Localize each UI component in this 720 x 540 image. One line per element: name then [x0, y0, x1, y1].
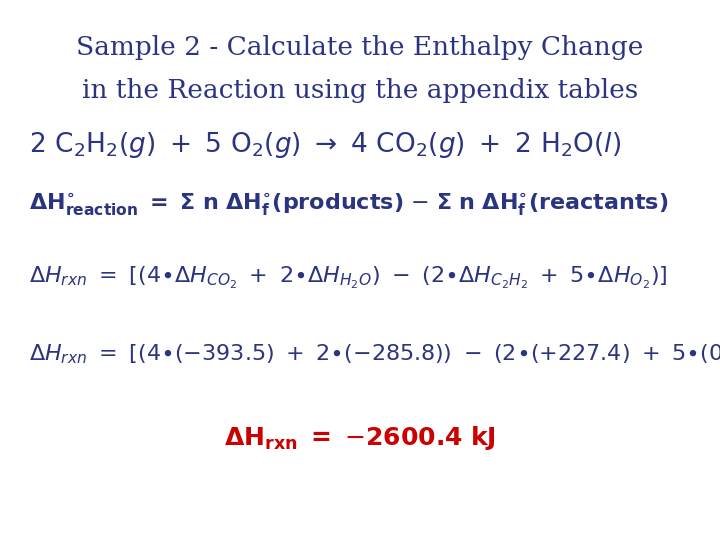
Text: $\Delta H_{rxn}\ =\ [(4{\bullet}\Delta H_{CO_2}\ +\ 2{\bullet}\Delta H_{H_2O})\ : $\Delta H_{rxn}\ =\ [(4{\bullet}\Delta H… — [29, 265, 667, 291]
Text: $\mathbf{\Delta H^{\circ}_{reaction}}$$\mathbf{\ =\ \Sigma\ n\ \Delta H_f^{\circ: $\mathbf{\Delta H^{\circ}_{reaction}}$$\… — [29, 192, 668, 218]
Text: Sample 2 - Calculate the Enthalpy Change: Sample 2 - Calculate the Enthalpy Change — [76, 35, 644, 60]
Text: in the Reaction using the appendix tables: in the Reaction using the appendix table… — [82, 78, 638, 103]
Text: $2\ \mathrm{C_2H_2}(g)\ +\ 5\ \mathrm{O_2}(g)\ \rightarrow\ 4\ \mathrm{CO_2}(g)\: $2\ \mathrm{C_2H_2}(g)\ +\ 5\ \mathrm{O_… — [29, 130, 621, 160]
Text: $\Delta H_{rxn}\ =\ [(4{\bullet}(\mathrm{-}393.5)\ +\ 2{\bullet}(\mathrm{-}285.8: $\Delta H_{rxn}\ =\ [(4{\bullet}(\mathrm… — [29, 343, 720, 367]
Text: $\mathbf{\Delta H_{rxn}\ =\ \mathrm{-}2600.4\ kJ}$: $\mathbf{\Delta H_{rxn}\ =\ \mathrm{-}26… — [224, 424, 496, 452]
